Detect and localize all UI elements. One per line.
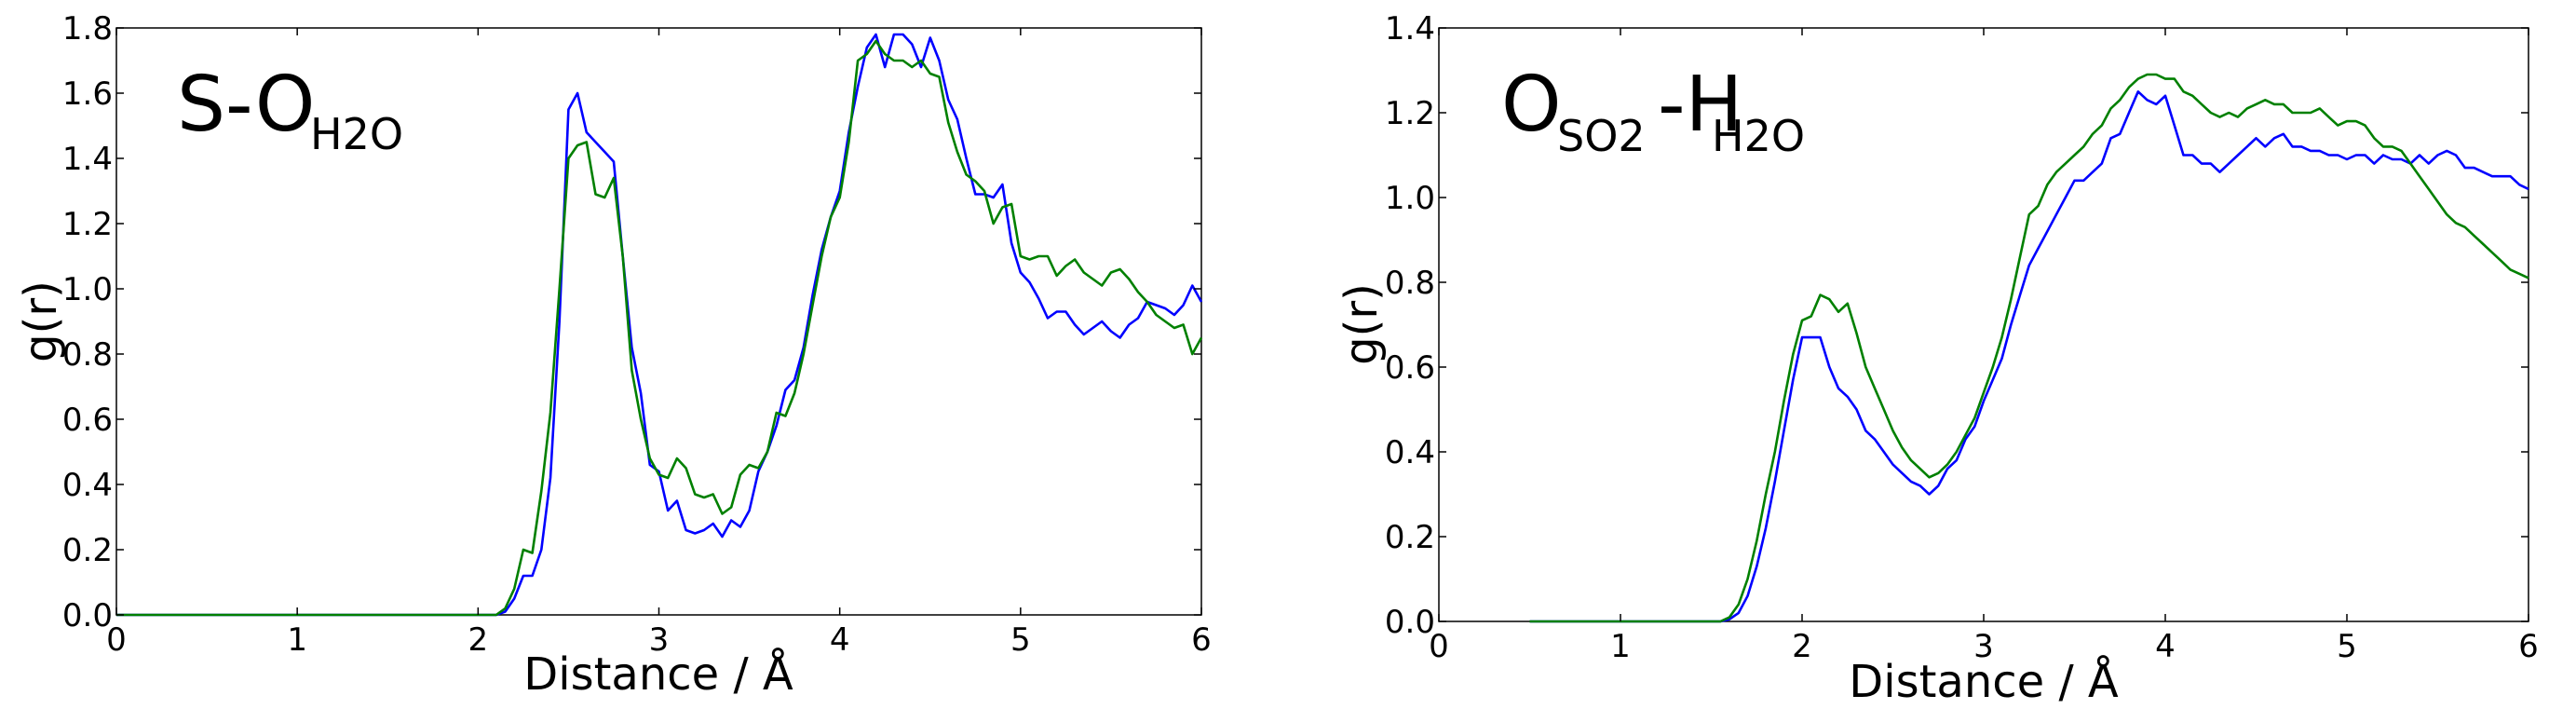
chart-2-x-axis-label: Distance / Å bbox=[1849, 655, 2119, 708]
chart-1-y-tick-label: 1.2 bbox=[62, 206, 113, 243]
chart-2-x-tick-label: 2 bbox=[1792, 628, 1812, 665]
chart-2-title-subscript-1: SO2 bbox=[1557, 111, 1646, 161]
chart-2-y-tick-label: 0.4 bbox=[1385, 434, 1435, 471]
chart-1-title-subscript: H2O bbox=[310, 109, 403, 159]
chart-2-y-tick-label: 0.8 bbox=[1385, 265, 1435, 302]
chart-1-series-group bbox=[116, 33, 1203, 617]
chart-2-title-main-1: O bbox=[1501, 61, 1562, 149]
chart-2-y-tick-label: 0.2 bbox=[1385, 519, 1435, 556]
chart-2-title-main-2: -H bbox=[1658, 61, 1742, 149]
chart-1-x-tick-label: 5 bbox=[1010, 621, 1031, 659]
chart-2-x-tick-label: 5 bbox=[2337, 628, 2357, 665]
chart-2-x-tick-label: 1 bbox=[1610, 628, 1631, 665]
chart-1-title-main: S-O bbox=[177, 61, 315, 149]
chart-2-y-tick-label: 1.0 bbox=[1385, 180, 1435, 217]
chart-1-y-tick-label: 0.6 bbox=[62, 402, 113, 439]
chart-2-y-tick-label: 0.0 bbox=[1385, 604, 1435, 641]
chart-1-x-tick-label: 4 bbox=[830, 621, 850, 659]
chart-2-series-group bbox=[1529, 73, 2529, 623]
chart-1-x-axis-label: Distance / Å bbox=[523, 648, 793, 701]
chart-1-y-tick-label: 0.8 bbox=[62, 336, 113, 374]
chart-1-x-tick-label: 6 bbox=[1191, 621, 1212, 659]
chart-1-y-tick-label: 1.0 bbox=[62, 271, 113, 308]
chart-1: 0 1 2 3 4 5 6 0.0 0.2 0.4 0.6 0.8 1.0 1.2 1.4 1.6 1.8 S-… bbox=[15, 10, 1212, 701]
chart-1-y-tick-label: 1.6 bbox=[62, 75, 113, 113]
chart-1-y-tick-label: 0.0 bbox=[62, 597, 113, 634]
chart-1-y-tick-label: 0.4 bbox=[62, 467, 113, 504]
chart-2-y-tick-label: 0.6 bbox=[1385, 349, 1435, 387]
chart-1-y-tick-label: 0.2 bbox=[62, 532, 113, 569]
chart-1-y-tick-label: 1.8 bbox=[62, 10, 113, 48]
chart-1-x-tick-label: 2 bbox=[468, 621, 489, 659]
chart-1-y-axis-label: g(r) bbox=[15, 280, 67, 362]
chart-1-y-tick-label: 1.4 bbox=[62, 141, 113, 178]
chart-1-x-tick-label: 3 bbox=[649, 621, 670, 659]
chart-2-y-tick-label: 1.4 bbox=[1385, 10, 1435, 48]
chart-1-x-tick-label: 1 bbox=[287, 621, 307, 659]
chart-2-title-subscript-2: H2O bbox=[1712, 111, 1805, 161]
chart-2-series-line-1 bbox=[1529, 90, 2529, 623]
chart-2-x-tick-label: 0 bbox=[1429, 628, 1449, 665]
chart-2-series-line-2 bbox=[1529, 73, 2529, 623]
chart-1-x-tick-label: 0 bbox=[106, 621, 127, 659]
chart-2: 0 1 2 3 4 5 6 0.0 0.2 0.4 0.6 0.8 1.0 1.2 1.4 O SO2 -H… bbox=[1335, 10, 2539, 708]
chart-2-y-axis-label: g(r) bbox=[1335, 283, 1388, 365]
chart-2-x-tick-label: 3 bbox=[1973, 628, 1994, 665]
chart-1-ticks-group: 0 1 2 3 4 5 6 0.0 0.2 0.4 0.6 0.8 1.0 1.2 1.4 1.6 1.8 bbox=[62, 10, 1212, 659]
chart-1-series-line-2 bbox=[116, 39, 1203, 617]
chart-2-ticks-group: 0 1 2 3 4 5 6 0.0 0.2 0.4 0.6 0.8 1.0 1.2 1.4 bbox=[1385, 10, 2539, 665]
chart-2-y-tick-label: 1.2 bbox=[1385, 95, 1435, 132]
chart-1-series-line-1 bbox=[116, 33, 1203, 617]
chart-2-x-tick-label: 4 bbox=[2155, 628, 2176, 665]
chart-2-x-tick-label: 6 bbox=[2518, 628, 2539, 665]
